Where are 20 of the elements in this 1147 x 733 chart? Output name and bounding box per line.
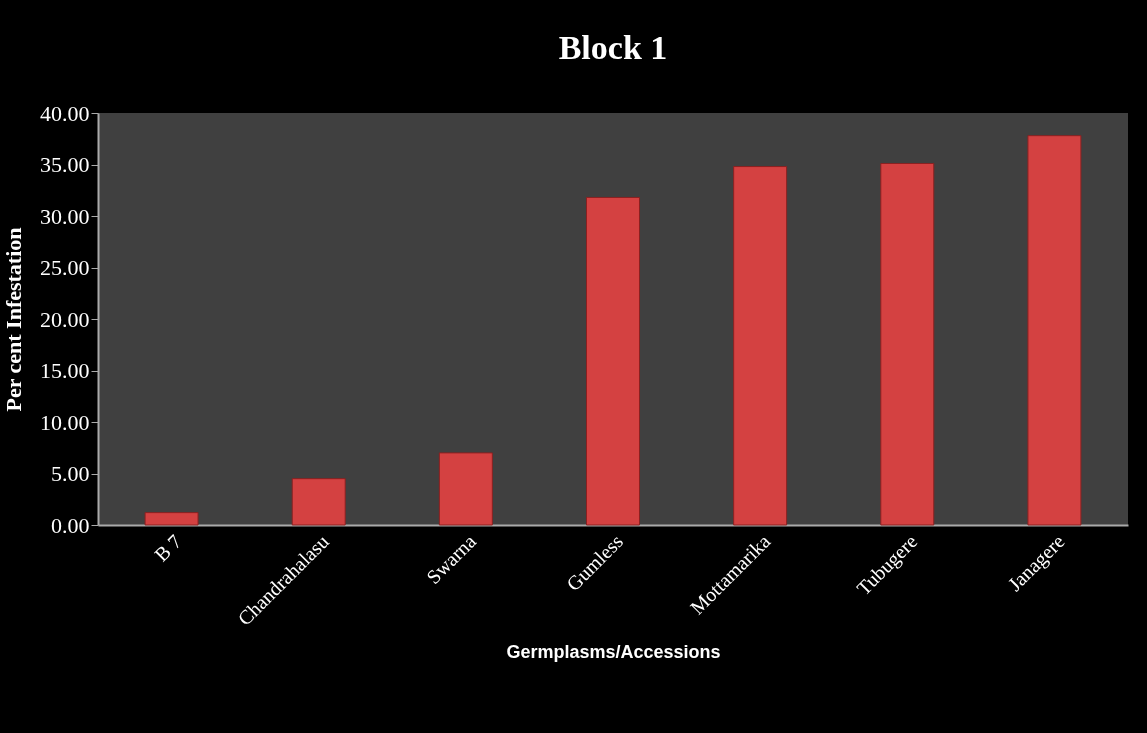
y-tick-label: 5.00: [51, 461, 90, 486]
y-tick-label: 30.00: [40, 203, 90, 229]
bar: [438, 452, 493, 526]
x-tick-label: B 7: [150, 530, 186, 566]
x-axis-title: Germplasms/Accessions: [506, 641, 721, 662]
bar: [733, 166, 788, 526]
bar: [880, 162, 935, 526]
y-tick-label: 20.00: [40, 306, 90, 332]
y-tick-label: 40.00: [40, 100, 90, 126]
bar: [291, 478, 346, 526]
y-tick-label: 10.00: [40, 409, 90, 435]
bar: [586, 196, 640, 526]
chart-title: Block 1: [558, 29, 668, 66]
bar: [1027, 135, 1082, 526]
y-axis-title: Per cent Infestation: [1, 227, 26, 412]
y-tick-label: 25.00: [40, 255, 90, 280]
y-tick-label: 15.00: [40, 358, 90, 383]
y-tick-label: 0.00: [51, 512, 90, 538]
y-tick-label: 35.00: [40, 152, 90, 177]
bar: [144, 512, 199, 526]
